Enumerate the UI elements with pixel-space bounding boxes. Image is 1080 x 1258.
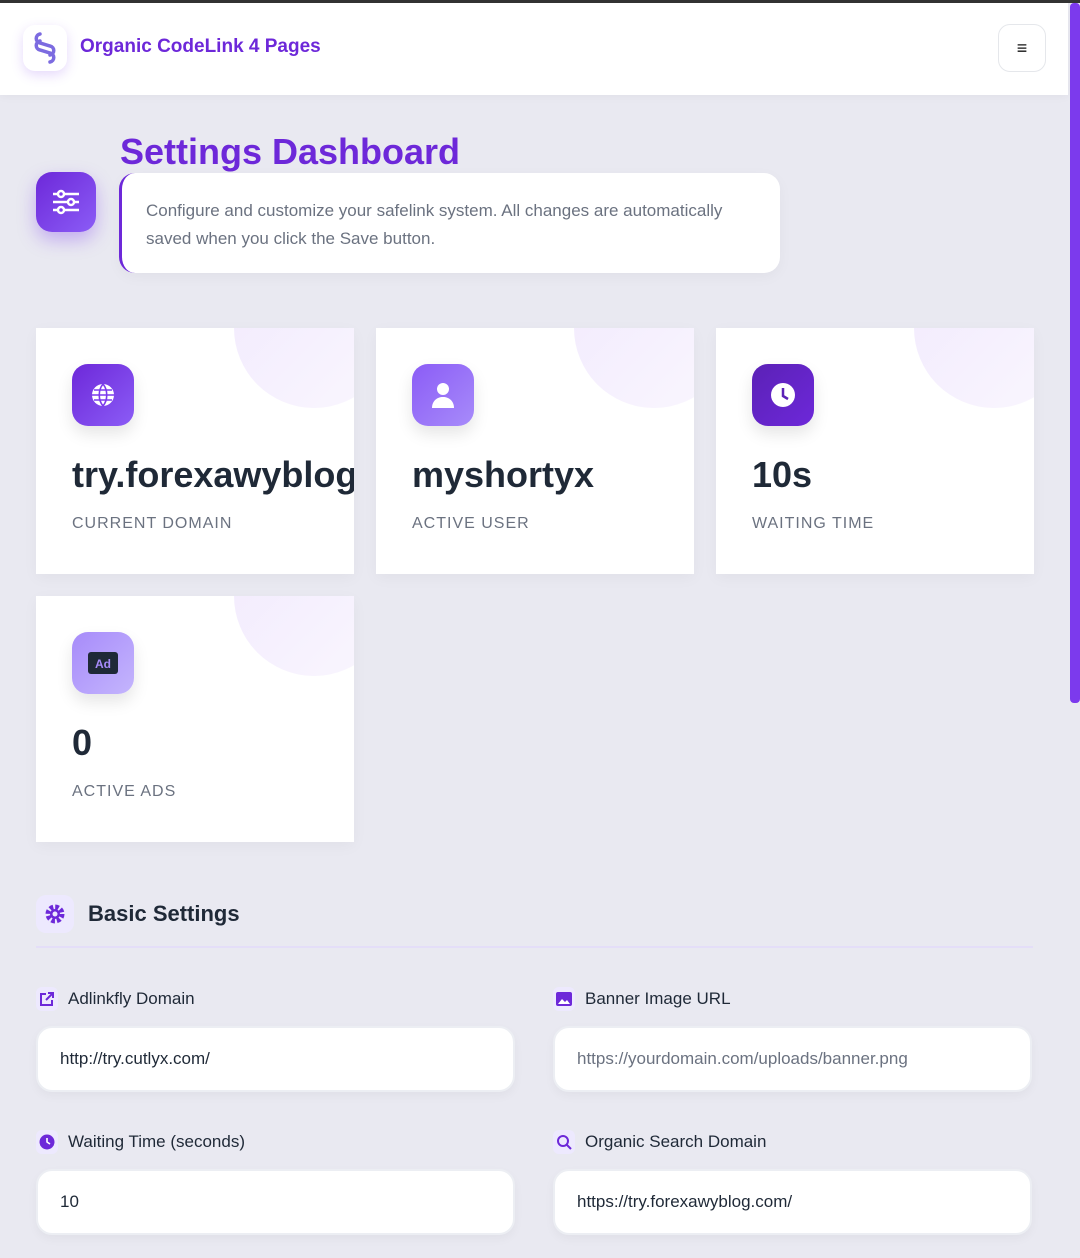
stat-card-waiting: 10s WAITING TIME <box>716 328 1034 574</box>
svg-text:Ad: Ad <box>95 657 111 671</box>
stat-value: 10s <box>752 454 813 495</box>
gear-icon <box>36 895 74 933</box>
divider <box>36 946 1033 948</box>
section-title: Basic Settings <box>88 901 240 926</box>
stat-label: WAITING TIME <box>752 515 875 532</box>
stat-card-domain: try.forexawyblog.com CURRENT DOMAIN <box>36 328 354 574</box>
banner-image-url-input[interactable] <box>553 1026 1032 1092</box>
field-label: Organic Search Domain <box>553 1130 766 1154</box>
stat-value: 0 <box>72 722 93 763</box>
stat-card-user: myshortyx ACTIVE USER <box>376 328 694 574</box>
page-title: Settings Dashboard <box>120 131 461 172</box>
hamburger-icon: ≡ <box>1016 37 1028 58</box>
waiting-time-input[interactable] <box>36 1169 515 1235</box>
image-icon <box>553 987 575 1011</box>
organic-search-domain-input[interactable] <box>553 1169 1032 1235</box>
field-label: Waiting Time (seconds) <box>36 1130 245 1154</box>
adlinkfly-domain-input[interactable] <box>36 1026 515 1092</box>
globe-icon <box>72 364 134 426</box>
section-header: Basic Settings <box>36 895 240 933</box>
stat-card-ads: Ad 0 ACTIVE ADS <box>36 596 354 842</box>
clock-icon <box>36 1130 58 1154</box>
top-header: Organic CodeLink 4 Pages ≡ <box>0 3 1068 95</box>
stat-value: try.forexawyblog.com <box>72 454 354 495</box>
stat-label: CURRENT DOMAIN <box>72 515 233 532</box>
scrollbar[interactable] <box>1070 3 1080 703</box>
menu-button[interactable]: ≡ <box>998 24 1046 72</box>
stat-label: ACTIVE ADS <box>72 783 177 800</box>
search-icon <box>553 1130 575 1154</box>
user-icon <box>412 364 474 426</box>
stat-label: ACTIVE USER <box>412 515 530 532</box>
field-label: Adlinkfly Domain <box>36 987 195 1011</box>
field-label: Banner Image URL <box>553 987 731 1011</box>
external-link-icon <box>36 987 58 1011</box>
logo[interactable] <box>23 25 67 71</box>
stat-value: myshortyx <box>412 454 595 495</box>
link-logo-icon <box>34 32 56 64</box>
clock-icon <box>752 364 814 426</box>
page-description: Configure and customize your safelink sy… <box>119 173 780 273</box>
sliders-icon <box>36 172 96 232</box>
brand-name[interactable]: Organic CodeLink 4 Pages <box>80 36 321 57</box>
ad-icon: Ad <box>72 632 134 694</box>
